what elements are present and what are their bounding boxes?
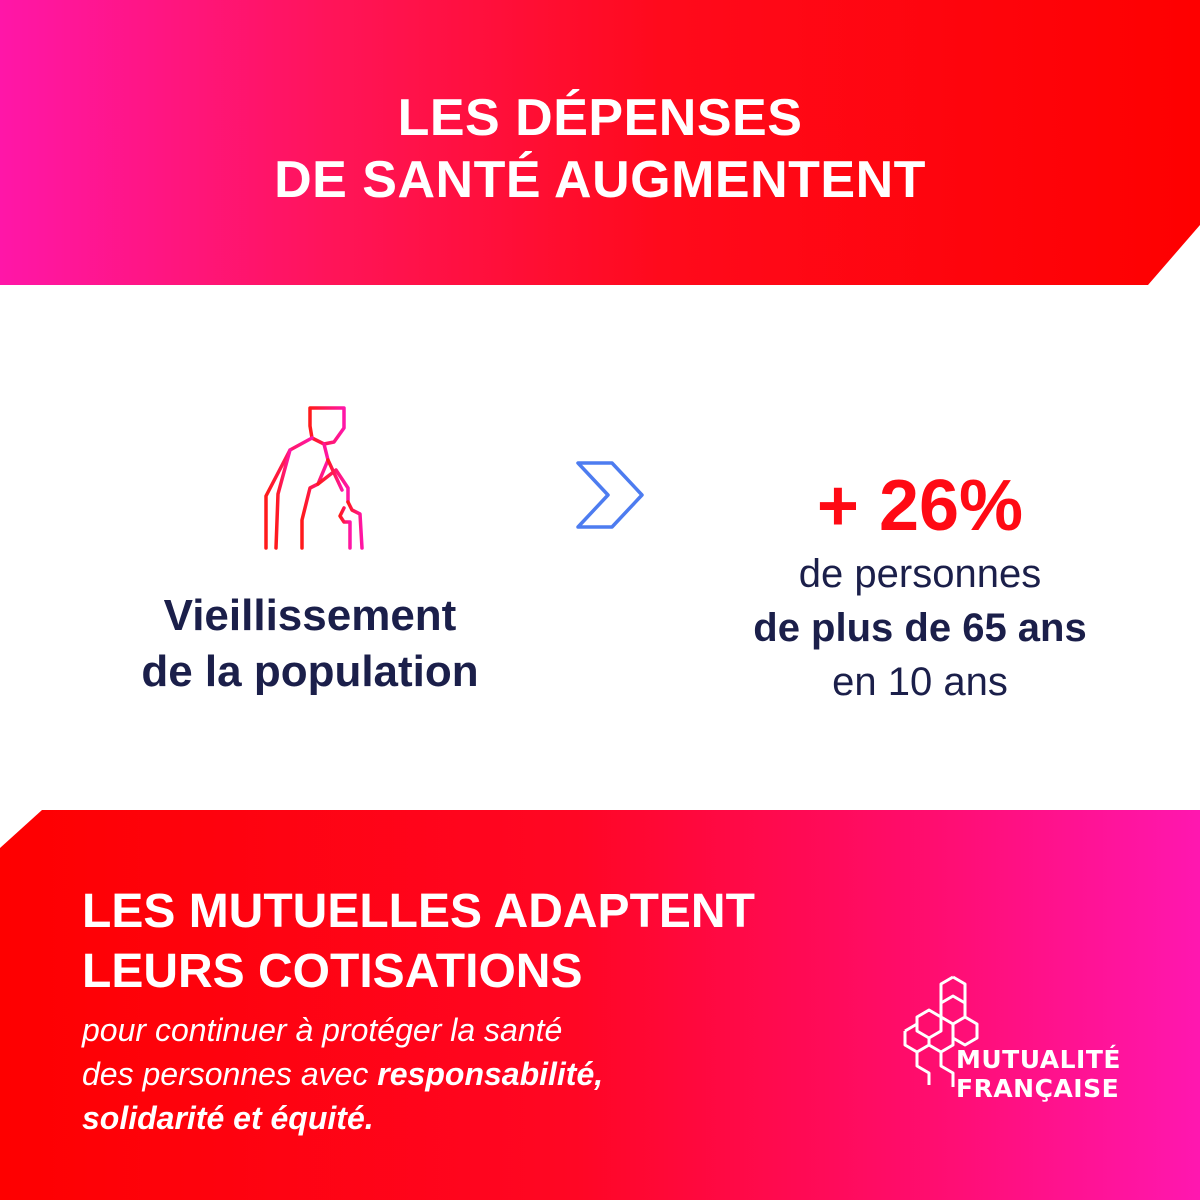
header-banner	[0, 0, 1200, 285]
logo-line-2: FRANÇAISE	[956, 1074, 1120, 1103]
mutualite-francaise-logo: MUTUALITÉ FRANÇAISE	[892, 975, 1132, 1135]
stat-line-2: de plus de 65 ans	[753, 606, 1087, 650]
cause-label-line-2: de la population	[141, 647, 479, 696]
stat-line-1: de personnes	[798, 552, 1042, 596]
footer-body-line-2: des personnes avec responsabilité,	[82, 1052, 842, 1096]
stat-line-3: en 10 ans	[832, 660, 1008, 704]
honeycomb-logo-icon	[903, 975, 979, 1087]
cause-label-line-1: Vieillissement	[163, 591, 457, 640]
title-line-1: LES DÉPENSES	[397, 89, 803, 147]
footer-banner	[0, 810, 1200, 1200]
footer-title-line-1: LES MUTUELLES ADAPTENT	[82, 885, 755, 938]
logo-wordmark: MUTUALITÉ FRANÇAISE	[956, 1045, 1121, 1103]
footer-title: LES MUTUELLES ADAPTENT LEURS COTISATIONS	[82, 882, 842, 1002]
stat-value: + 26%	[816, 466, 1024, 546]
footer-body-line-2-regular: des personnes avec	[82, 1056, 378, 1092]
title-line-2: DE SANTÉ AUGMENTENT	[274, 151, 926, 209]
logo-line-1: MUTUALITÉ	[956, 1045, 1121, 1074]
footer-body-line-1: pour continuer à protéger la santé	[82, 1012, 563, 1048]
page-title: LES DÉPENSES DE SANTÉ AUGMENTENT	[0, 87, 1200, 211]
stat-block: + 26% de personnes de plus de 65 ans en …	[690, 465, 1150, 709]
cause-label: Vieillissement de la population	[60, 588, 560, 700]
footer-body-line-2-bold: responsabilité,	[377, 1056, 604, 1092]
footer-title-line-2: LEURS COTISATIONS	[82, 945, 583, 998]
footer-body-line-3-bold: solidarité et équité.	[82, 1100, 374, 1136]
footer-body-line-3: solidarité et équité.	[82, 1096, 842, 1140]
footer-body: pour continuer à protéger la santé des p…	[82, 1008, 842, 1140]
chevron-right-icon	[576, 461, 644, 529]
elderly-person-with-cane-icon	[264, 406, 364, 550]
